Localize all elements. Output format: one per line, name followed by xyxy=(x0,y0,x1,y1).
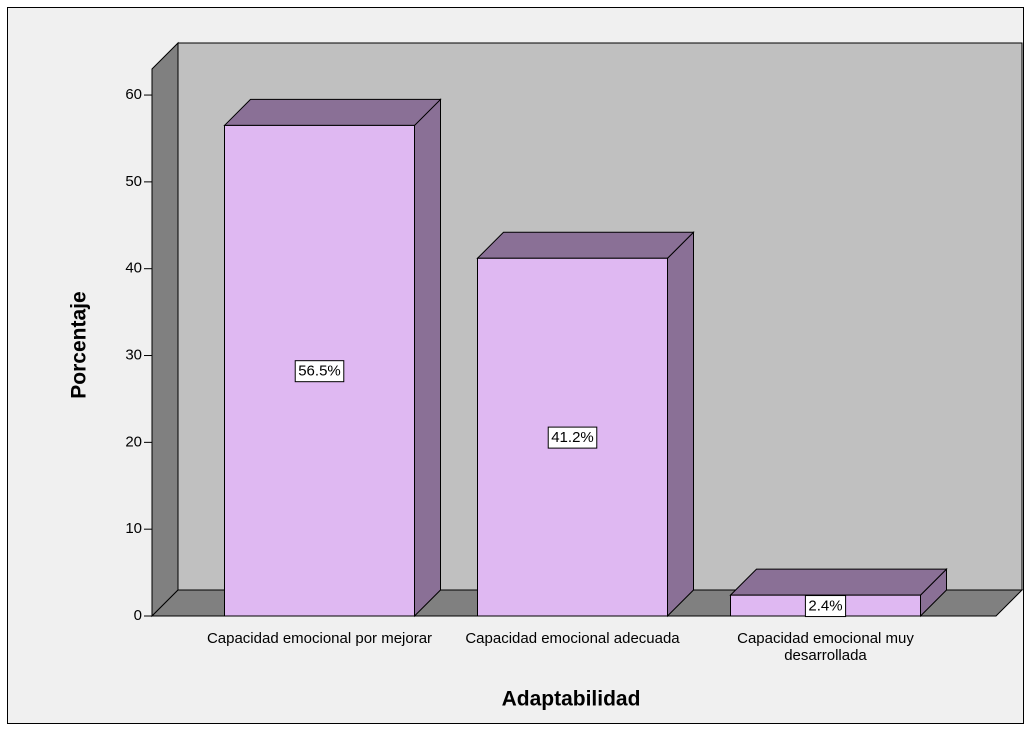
y-tick-label: 0 xyxy=(134,607,142,624)
value-label-box xyxy=(804,595,847,618)
y-tick-label: 40 xyxy=(125,260,142,277)
y-axis-label: Porcentaje xyxy=(68,291,91,398)
x-axis-label: Adaptabilidad xyxy=(502,688,641,711)
value-label: 56.5% xyxy=(298,363,341,380)
y-tick-label: 10 xyxy=(125,520,142,537)
x-tick-label: Capacidad emocional adecuada xyxy=(465,630,680,647)
bar-top xyxy=(729,568,948,596)
value-label: 2.4% xyxy=(808,598,842,615)
x-tick-label: Capacidad emocional por mejorar xyxy=(206,630,433,647)
bar-side xyxy=(667,231,694,618)
side-wall xyxy=(151,41,179,618)
y-tick-label: 60 xyxy=(125,86,142,103)
value-label: 41.2% xyxy=(551,429,594,446)
y-tick-label: 20 xyxy=(125,433,142,450)
x-tick-label: Capacidad emocional muy desarrollada xyxy=(737,630,914,664)
bar-side xyxy=(414,98,441,618)
bar xyxy=(476,231,695,618)
value-label-box xyxy=(294,360,345,383)
bar xyxy=(223,98,442,618)
value-label-box xyxy=(547,426,598,449)
bar-top xyxy=(223,98,442,126)
y-tick-label: 30 xyxy=(125,346,142,363)
y-tick-label: 50 xyxy=(125,173,142,190)
bar-top xyxy=(476,231,695,259)
